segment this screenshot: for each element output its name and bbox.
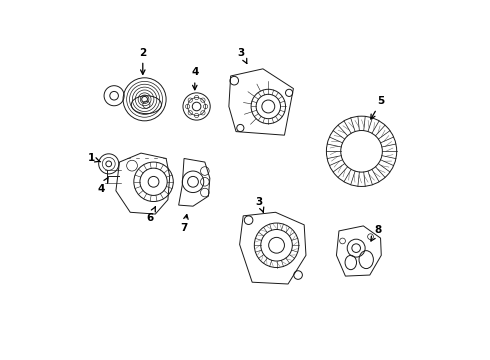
- Text: 1: 1: [88, 153, 100, 163]
- Text: 2: 2: [139, 48, 147, 74]
- Text: 8: 8: [371, 225, 381, 241]
- Text: 6: 6: [147, 207, 155, 222]
- Text: 4: 4: [98, 177, 108, 194]
- Text: 3: 3: [238, 48, 247, 63]
- Text: 5: 5: [371, 96, 385, 119]
- Text: 4: 4: [191, 67, 198, 90]
- Text: 3: 3: [256, 197, 264, 212]
- Text: 7: 7: [180, 215, 188, 233]
